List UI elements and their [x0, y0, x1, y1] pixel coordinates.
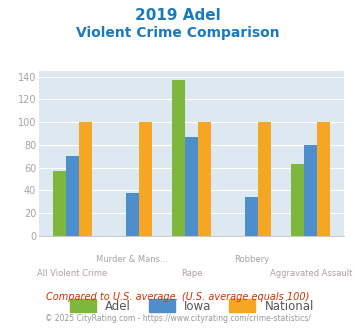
- Bar: [185, 137, 198, 236]
- Bar: [53, 171, 66, 236]
- Bar: [245, 197, 258, 236]
- Bar: [258, 122, 271, 236]
- Text: Murder & Mans...: Murder & Mans...: [96, 255, 168, 264]
- Bar: [139, 122, 152, 236]
- Legend: Adel, Iowa, National: Adel, Iowa, National: [65, 295, 318, 317]
- Bar: [198, 122, 211, 236]
- Bar: [66, 156, 79, 236]
- Bar: [291, 164, 304, 236]
- Text: Aggravated Assault: Aggravated Assault: [270, 269, 352, 278]
- Text: 2019 Adel: 2019 Adel: [135, 8, 220, 23]
- Text: Violent Crime Comparison: Violent Crime Comparison: [76, 26, 279, 40]
- Text: © 2025 CityRating.com - https://www.cityrating.com/crime-statistics/: © 2025 CityRating.com - https://www.city…: [45, 314, 310, 323]
- Bar: [79, 122, 92, 236]
- Bar: [172, 80, 185, 236]
- Text: Compared to U.S. average. (U.S. average equals 100): Compared to U.S. average. (U.S. average …: [46, 292, 309, 302]
- Text: All Violent Crime: All Violent Crime: [38, 269, 108, 278]
- Bar: [304, 145, 317, 236]
- Text: Rape: Rape: [181, 269, 202, 278]
- Bar: [126, 193, 139, 236]
- Text: Robbery: Robbery: [234, 255, 269, 264]
- Bar: [317, 122, 331, 236]
